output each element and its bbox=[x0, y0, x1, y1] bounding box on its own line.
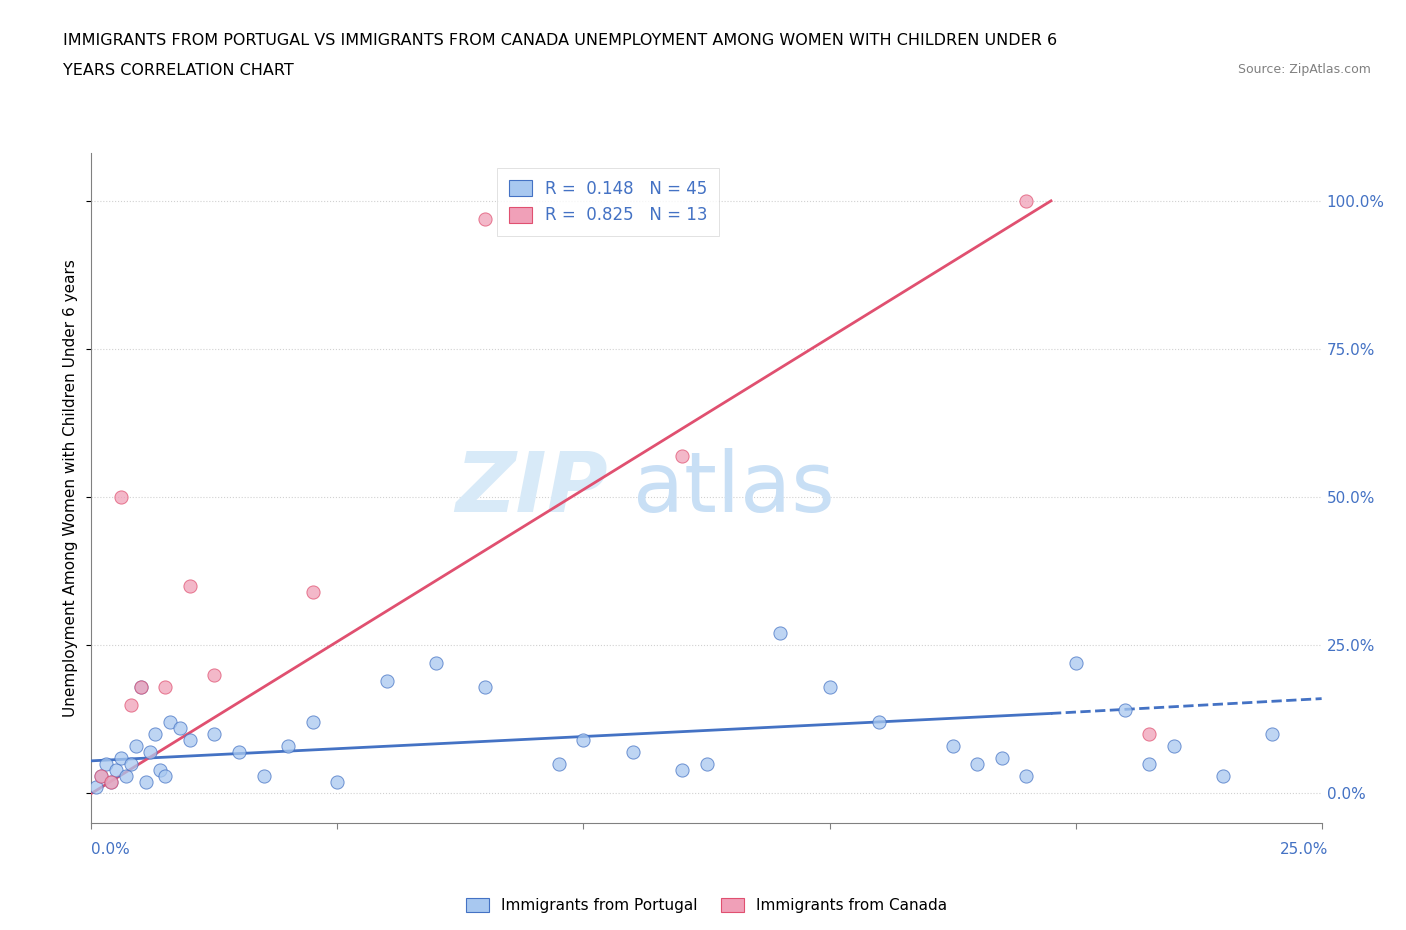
Immigrants from Canada bbox=[110, 490, 132, 505]
Immigrants from Portugal bbox=[1015, 768, 1038, 783]
Immigrants from Portugal bbox=[868, 715, 890, 730]
Immigrants from Portugal bbox=[326, 774, 349, 789]
Immigrants from Portugal bbox=[1212, 768, 1234, 783]
Immigrants from Portugal bbox=[135, 774, 157, 789]
Immigrants from Portugal bbox=[169, 721, 191, 736]
Immigrants from Portugal bbox=[159, 715, 181, 730]
Immigrants from Portugal bbox=[277, 738, 299, 753]
Immigrants from Canada bbox=[129, 679, 152, 694]
Immigrants from Portugal bbox=[548, 756, 571, 771]
Immigrants from Portugal bbox=[301, 715, 323, 730]
Immigrants from Portugal bbox=[105, 763, 127, 777]
Immigrants from Portugal bbox=[941, 738, 963, 753]
Immigrants from Canada bbox=[1015, 193, 1038, 208]
Y-axis label: Unemployment Among Women with Children Under 6 years: Unemployment Among Women with Children U… bbox=[63, 259, 79, 717]
Immigrants from Canada bbox=[153, 679, 177, 694]
Immigrants from Portugal bbox=[1114, 703, 1136, 718]
Immigrants from Portugal bbox=[90, 768, 112, 783]
Immigrants from Portugal bbox=[818, 679, 841, 694]
Immigrants from Portugal bbox=[474, 679, 496, 694]
Immigrants from Portugal bbox=[149, 763, 172, 777]
Immigrants from Portugal bbox=[202, 726, 225, 741]
Immigrants from Canada bbox=[100, 774, 122, 789]
Immigrants from Canada bbox=[1139, 726, 1161, 741]
Immigrants from Portugal bbox=[110, 751, 132, 765]
Immigrants from Portugal bbox=[145, 726, 166, 741]
Immigrants from Portugal bbox=[100, 774, 122, 789]
Immigrants from Canada bbox=[179, 578, 201, 593]
Immigrants from Portugal bbox=[124, 738, 148, 753]
Immigrants from Canada bbox=[301, 585, 323, 600]
Text: 25.0%: 25.0% bbox=[1281, 842, 1329, 857]
Legend: R =  0.148   N = 45, R =  0.825   N = 13: R = 0.148 N = 45, R = 0.825 N = 13 bbox=[496, 168, 720, 236]
Immigrants from Portugal bbox=[253, 768, 276, 783]
Immigrants from Portugal bbox=[695, 756, 717, 771]
Immigrants from Portugal bbox=[129, 679, 152, 694]
Text: YEARS CORRELATION CHART: YEARS CORRELATION CHART bbox=[63, 63, 294, 78]
Immigrants from Canada bbox=[202, 668, 225, 683]
Immigrants from Portugal bbox=[86, 780, 108, 795]
Immigrants from Portugal bbox=[572, 733, 595, 748]
Immigrants from Portugal bbox=[1064, 656, 1087, 671]
Immigrants from Canada bbox=[90, 768, 112, 783]
Immigrants from Portugal bbox=[966, 756, 988, 771]
Text: 0.0%: 0.0% bbox=[91, 842, 131, 857]
Immigrants from Portugal bbox=[990, 751, 1012, 765]
Immigrants from Portugal bbox=[621, 745, 644, 760]
Text: atlas: atlas bbox=[633, 447, 834, 529]
Immigrants from Portugal bbox=[96, 756, 117, 771]
Immigrants from Portugal bbox=[425, 656, 447, 671]
Immigrants from Portugal bbox=[153, 768, 177, 783]
Text: IMMIGRANTS FROM PORTUGAL VS IMMIGRANTS FROM CANADA UNEMPLOYMENT AMONG WOMEN WITH: IMMIGRANTS FROM PORTUGAL VS IMMIGRANTS F… bbox=[63, 33, 1057, 47]
Immigrants from Portugal bbox=[1163, 738, 1185, 753]
Immigrants from Portugal bbox=[228, 745, 250, 760]
Immigrants from Portugal bbox=[179, 733, 201, 748]
Immigrants from Portugal bbox=[120, 756, 142, 771]
Immigrants from Portugal bbox=[114, 768, 138, 783]
Text: ZIP: ZIP bbox=[456, 447, 607, 529]
Immigrants from Portugal bbox=[1261, 726, 1284, 741]
Text: Source: ZipAtlas.com: Source: ZipAtlas.com bbox=[1237, 63, 1371, 76]
Immigrants from Canada bbox=[474, 211, 496, 226]
Immigrants from Canada bbox=[120, 698, 142, 712]
Immigrants from Portugal bbox=[139, 745, 162, 760]
Immigrants from Portugal bbox=[671, 763, 693, 777]
Immigrants from Canada bbox=[671, 448, 693, 463]
Immigrants from Portugal bbox=[769, 626, 792, 641]
Immigrants from Portugal bbox=[375, 673, 398, 688]
Immigrants from Portugal bbox=[1139, 756, 1161, 771]
